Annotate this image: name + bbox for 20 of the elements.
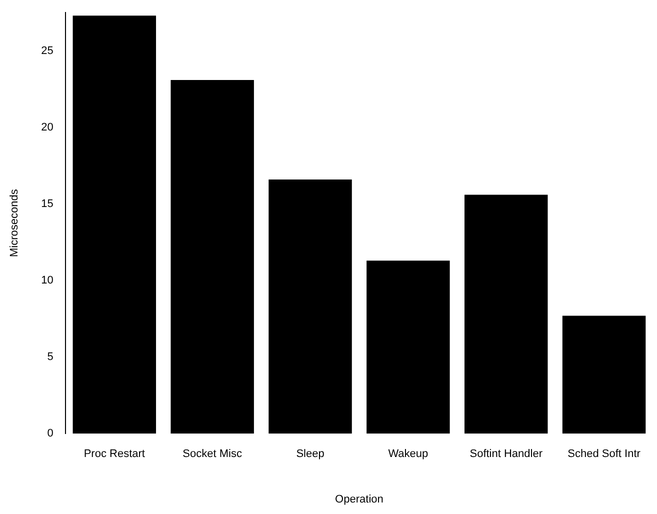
bar: [268, 179, 352, 434]
x-tick-label: Socket Misc: [182, 448, 242, 460]
x-tick-label: Wakeup: [388, 448, 428, 460]
x-axis-title: Operation: [335, 493, 384, 506]
y-tick-label: 10: [41, 274, 54, 287]
y-tick-label: 5: [47, 351, 54, 364]
x-tick-label: Sleep: [296, 448, 324, 460]
x-tick-label: Proc Restart: [84, 448, 145, 460]
y-tick-label: 25: [41, 44, 54, 57]
bar: [72, 16, 156, 434]
y-tick-label: 0: [47, 428, 54, 440]
y-tick-label: 15: [41, 198, 54, 210]
x-tick-label: Softint Handler: [470, 448, 543, 460]
bar: [464, 194, 548, 434]
bar: [562, 316, 646, 434]
x-tick-label: Sched Soft Intr: [568, 448, 641, 460]
y-axis-title: Microseconds: [8, 188, 21, 258]
y-tick-label: 20: [41, 121, 54, 134]
bar: [170, 80, 254, 434]
bar: [366, 260, 450, 434]
